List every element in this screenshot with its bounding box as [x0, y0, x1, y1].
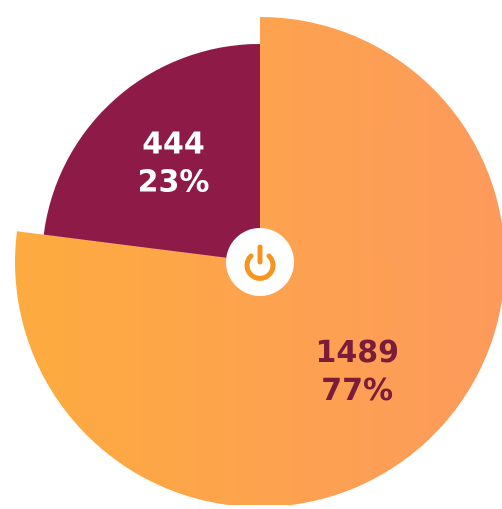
slice-value-label: 444 [142, 126, 205, 161]
power-icon [244, 244, 276, 281]
slice-percent-label: 77% [321, 373, 393, 408]
slice-value-label: 1489 [315, 335, 399, 370]
pie-slice [43, 44, 260, 262]
slice-percent-label: 23% [138, 164, 210, 199]
